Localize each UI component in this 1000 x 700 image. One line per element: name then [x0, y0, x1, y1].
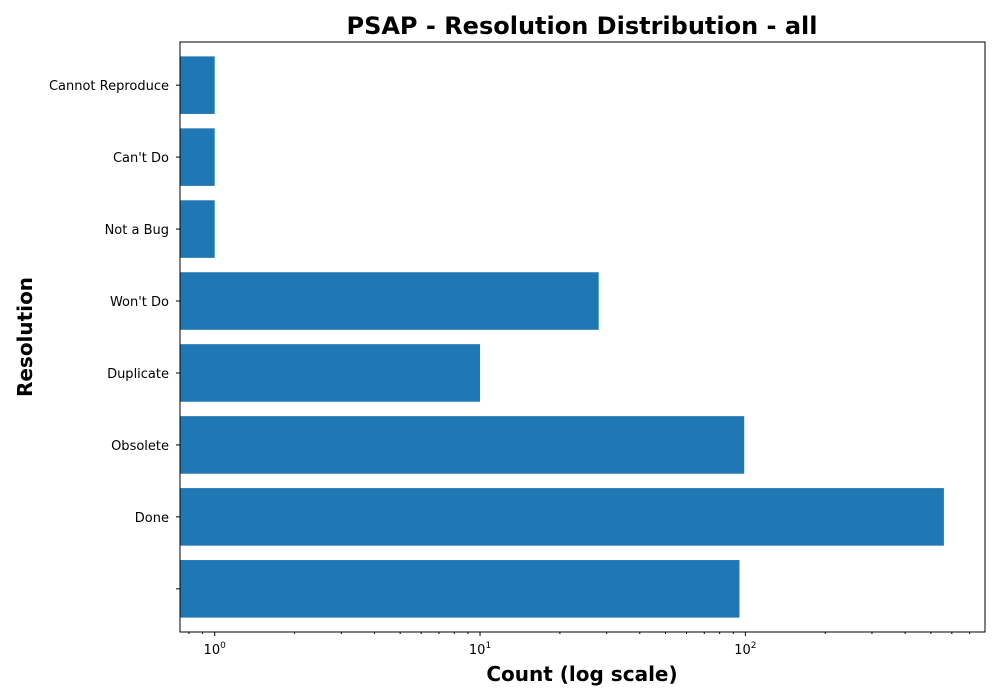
bars-group — [180, 56, 944, 618]
y-tick-label: Duplicate — [107, 367, 169, 382]
bar-done — [180, 488, 944, 546]
x-tick-label: 102 — [734, 641, 756, 658]
y-axis-ticks: Done Obsolete Duplicate Won't Do Not a Bug Ca… — [49, 79, 180, 590]
x-tick-label: 100 — [204, 641, 227, 658]
bar-can-t-do — [180, 128, 215, 186]
y-tick-label: Won't Do — [110, 295, 169, 310]
bar-unlabeled — [180, 560, 740, 618]
x-tick-label: 101 — [469, 641, 491, 658]
bar-cannot-reproduce — [180, 56, 215, 114]
y-tick-label: Cannot Reproduce — [49, 79, 169, 94]
y-tick-label: Can't Do — [113, 151, 169, 166]
bar-duplicate — [180, 344, 481, 402]
x-axis-ticks: 100 101 102 — [188, 632, 971, 658]
x-axis-label: Count (log scale) — [486, 662, 677, 686]
bar-not-a-bug — [180, 200, 215, 258]
bar-obsolete — [180, 416, 745, 474]
chart-title: PSAP - Resolution Distribution - all — [346, 12, 817, 40]
plot-frame — [179, 41, 986, 633]
bar-won-t-do — [180, 272, 599, 330]
y-tick-label: Obsolete — [111, 439, 169, 454]
y-tick-label: Not a Bug — [105, 223, 169, 238]
y-axis-label: Resolution — [13, 277, 37, 397]
y-tick-label: Done — [135, 511, 169, 526]
